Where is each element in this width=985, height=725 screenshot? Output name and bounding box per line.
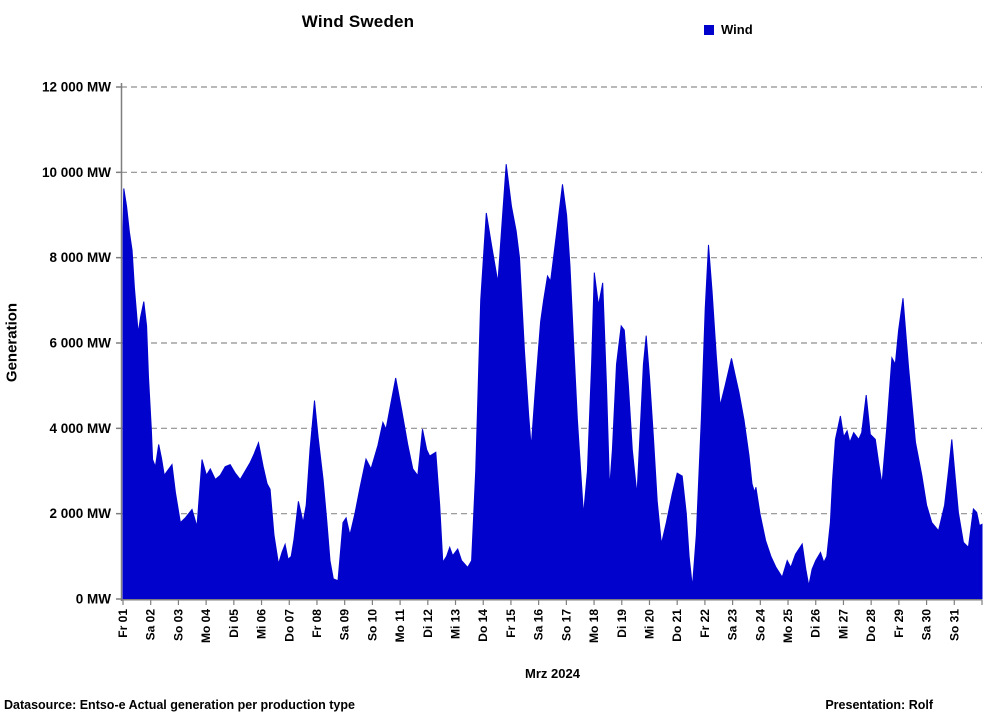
x-axis-tick-label: So 03 <box>171 609 185 641</box>
x-axis-tick-label: Mo 25 <box>781 609 795 643</box>
wind-area-series <box>122 164 983 600</box>
presentation-note: Presentation: Rolf <box>825 698 933 712</box>
x-axis-tick-label: Mo 11 <box>393 609 407 643</box>
x-axis-tick-label: Di 05 <box>227 609 241 638</box>
x-axis-tick-label: So 24 <box>753 609 767 641</box>
x-axis-tick-label: Mi 06 <box>255 609 269 639</box>
x-axis-tick-label: Do 28 <box>864 609 878 642</box>
x-axis-tick-label: Sa 30 <box>920 609 934 641</box>
y-axis-tick-label: 8 000 MW <box>49 250 111 265</box>
y-axis-title: Generation <box>3 302 21 383</box>
x-axis-tick-label: Mo 04 <box>199 609 213 643</box>
x-axis-tick-label: So 17 <box>559 609 573 641</box>
x-axis-tick-label: Sa 23 <box>726 609 740 641</box>
x-axis-tick-label: Di 19 <box>615 609 629 638</box>
x-axis-tick-label: Do 21 <box>670 609 684 642</box>
legend: Wind <box>704 22 753 37</box>
x-axis-tick-label: Mi 20 <box>642 609 656 639</box>
y-axis-tick-label: 2 000 MW <box>49 506 111 521</box>
page-title: Wind Sweden <box>301 12 415 31</box>
x-axis-tick-label: Fr 29 <box>892 609 906 638</box>
x-axis-tick-label: Sa 09 <box>338 609 352 641</box>
x-axis-tick-label: Do 14 <box>476 609 490 642</box>
x-axis-tick-label: Di 12 <box>421 609 435 638</box>
y-axis-tick-label: 12 000 MW <box>42 80 111 95</box>
y-axis-tick-label: 4 000 MW <box>49 421 111 436</box>
x-axis-tick-label: Mi 13 <box>449 609 463 639</box>
datasource-note: Datasource: Entso-e Actual generation pe… <box>4 698 355 712</box>
x-axis-tick-label: Di 26 <box>809 609 823 638</box>
legend-label: Wind <box>721 22 753 37</box>
y-axis-tick-label: 0 MW <box>76 592 112 607</box>
y-axis-tick-label: 10 000 MW <box>42 165 111 180</box>
x-axis-tick-label: Mo 18 <box>587 609 601 643</box>
y-axis-tick-label: 6 000 MW <box>49 336 111 351</box>
x-axis-tick-label: Do 07 <box>282 609 296 642</box>
x-axis-tick-label: Fr 01 <box>116 609 130 638</box>
x-axis-tick-label: Sa 16 <box>532 609 546 641</box>
x-axis-tick-label: Fr 22 <box>698 609 712 638</box>
x-axis-tick-label: Mi 27 <box>836 609 850 639</box>
legend-swatch-icon <box>704 24 714 35</box>
x-axis-tick-label: So 10 <box>365 609 379 641</box>
x-axis-tick-label: Fr 15 <box>504 609 518 638</box>
x-axis-tick-label: Sa 02 <box>144 609 158 641</box>
x-axis-tick-label: So 31 <box>947 609 961 641</box>
x-axis-tick-label: Fr 08 <box>310 609 324 638</box>
x-axis-title: Mrz 2024 <box>525 666 580 681</box>
